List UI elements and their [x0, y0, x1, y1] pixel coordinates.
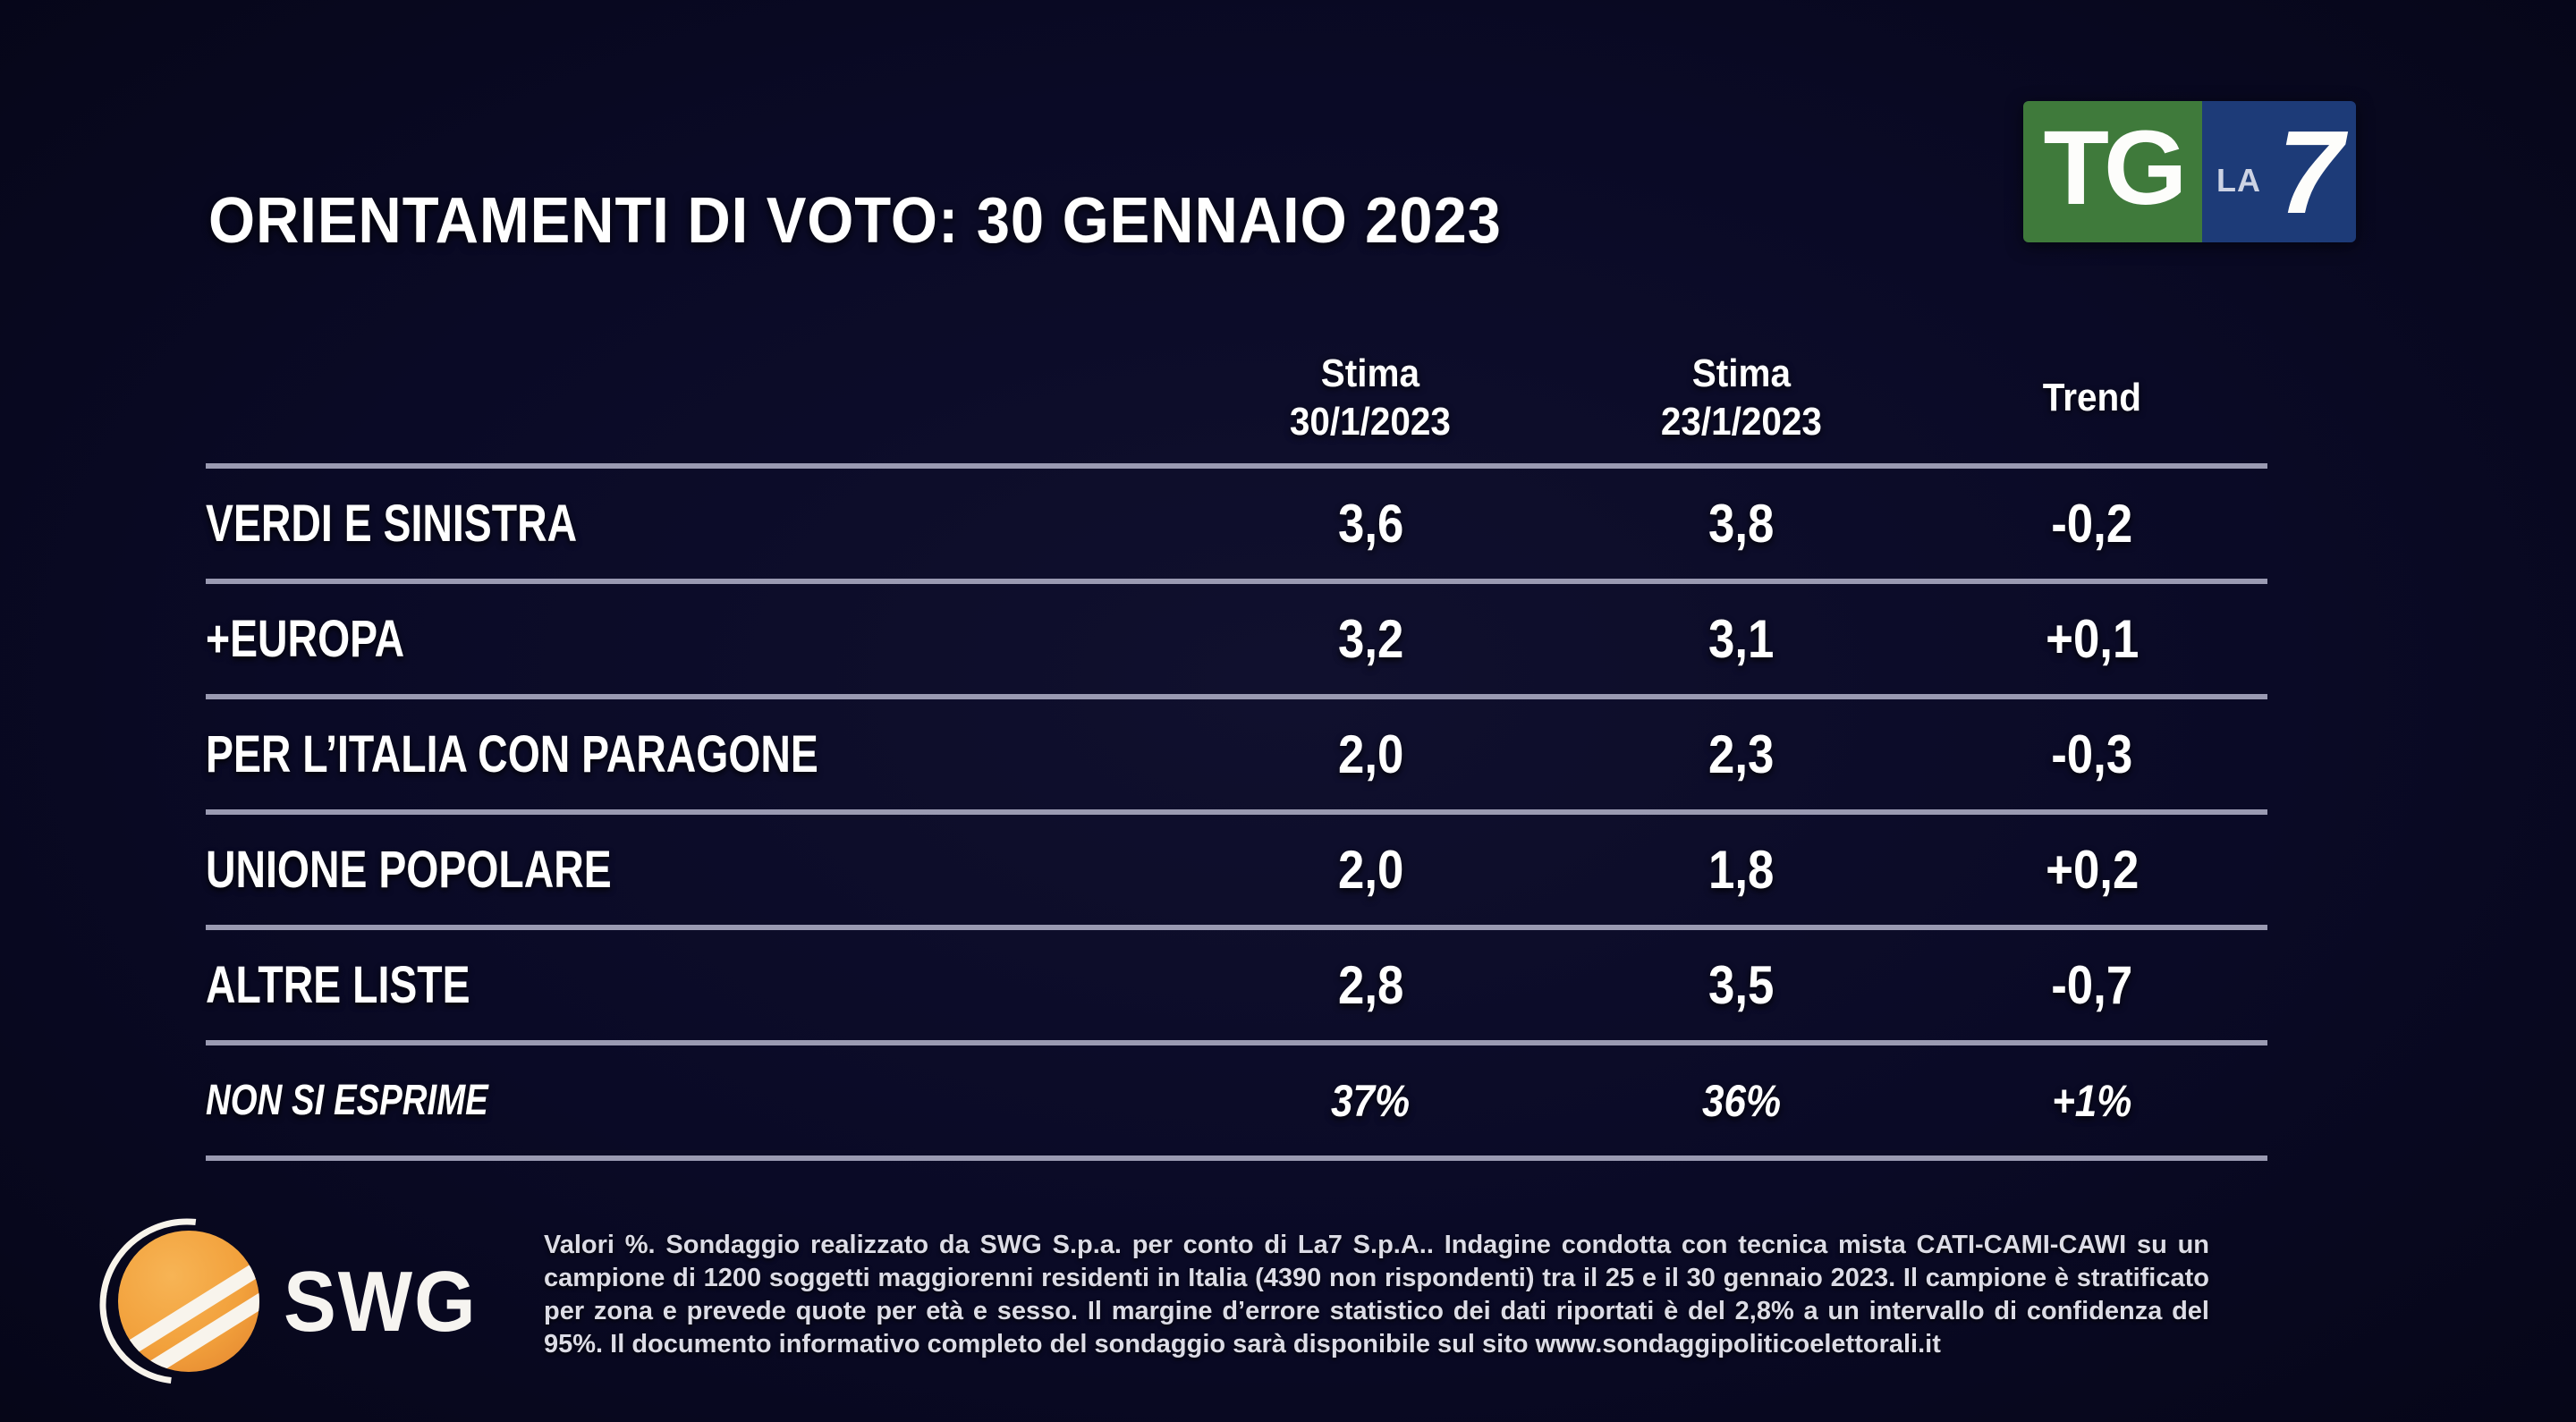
- la7-logo-blue-box: LA 7: [2202, 101, 2356, 242]
- header-stima-previous: Stima 23/1/2023: [1661, 351, 1823, 444]
- stima-previous-value: 36%: [1702, 1075, 1782, 1126]
- header-trend: Trend: [2042, 376, 2142, 420]
- stima-current-value: 37%: [1331, 1075, 1411, 1126]
- trend-value: +0,2: [2045, 840, 2140, 900]
- party-label: UNIONE POPOLARE: [206, 841, 612, 899]
- poll-results-table: Stima 30/1/2023 Stima 23/1/2023 Trend VE…: [206, 333, 2267, 1161]
- party-label: +EUROPA: [206, 610, 405, 668]
- tg-logo-green-box: TG: [2023, 101, 2202, 242]
- stima-current-value: 2,8: [1337, 955, 1404, 1015]
- page-title: ORIENTAMENTI DI VOTO: 30 GENNAIO 2023: [208, 185, 1502, 257]
- tg-logo-text: TG: [2043, 109, 2188, 227]
- stima-previous-value: 3,8: [1708, 494, 1775, 554]
- party-label: PER L’ITALIA CON PARAGONE: [206, 725, 818, 783]
- swg-logo: SWG: [66, 1184, 494, 1418]
- la7-logo-la-text: LA: [2216, 162, 2261, 199]
- table-row: +EUROPA 3,2 3,1 +0,1: [206, 584, 2267, 699]
- stima-previous-value: 3,1: [1708, 609, 1775, 669]
- stima-previous-value: 3,5: [1708, 955, 1775, 1015]
- table-row: PER L’ITALIA CON PARAGONE 2,0 2,3 -0,3: [206, 699, 2267, 815]
- party-label: ALTRE LISTE: [206, 956, 470, 1014]
- methodology-disclaimer: Valori %. Sondaggio realizzato da SWG S.…: [544, 1231, 2209, 1359]
- stima-current-value: 3,6: [1337, 494, 1404, 554]
- la7-logo-seven-text: 7: [2277, 106, 2343, 238]
- table-row: VERDI E SINISTRA 3,6 3,8 -0,2: [206, 469, 2267, 584]
- party-label: VERDI E SINISTRA: [206, 495, 578, 553]
- tg-la7-logo: TG LA 7: [2023, 101, 2356, 242]
- stima-current-value: 3,2: [1337, 609, 1404, 669]
- swg-logo-text: SWG: [284, 1253, 478, 1350]
- table-row-non-si-esprime: NON SI ESPRIME 37% 36% +1%: [206, 1045, 2267, 1161]
- trend-value: -0,3: [2051, 724, 2133, 784]
- trend-value: -0,2: [2051, 494, 2133, 554]
- table-row: ALTRE LISTE 2,8 3,5 -0,7: [206, 930, 2267, 1045]
- table-header-row: Stima 30/1/2023 Stima 23/1/2023 Trend: [206, 333, 2267, 469]
- swg-globe-icon: [66, 1184, 301, 1418]
- trend-value: -0,7: [2051, 955, 2133, 1015]
- stima-previous-value: 2,3: [1708, 724, 1775, 784]
- party-label: NON SI ESPRIME: [206, 1077, 488, 1124]
- table-row: UNIONE POPOLARE 2,0 1,8 +0,2: [206, 815, 2267, 930]
- stima-current-value: 2,0: [1337, 724, 1404, 784]
- trend-value: +0,1: [2045, 609, 2140, 669]
- trend-value: +1%: [2052, 1075, 2132, 1126]
- stima-current-value: 2,0: [1337, 840, 1404, 900]
- stima-previous-value: 1,8: [1708, 840, 1775, 900]
- header-stima-current: Stima 30/1/2023: [1290, 351, 1452, 444]
